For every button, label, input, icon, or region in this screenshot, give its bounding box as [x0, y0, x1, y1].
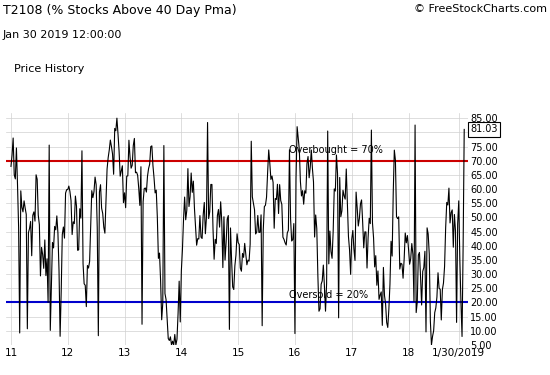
Text: Jan 30 2019 12:00:00: Jan 30 2019 12:00:00 — [3, 30, 122, 40]
Text: © FreeStockCharts.com: © FreeStockCharts.com — [414, 4, 547, 14]
Text: 81.03: 81.03 — [470, 124, 498, 134]
Text: Overbought = 70%: Overbought = 70% — [289, 145, 383, 155]
Text: Oversold = 20%: Oversold = 20% — [289, 290, 368, 300]
Text: Price History: Price History — [14, 64, 84, 74]
Text: T2108 (% Stocks Above 40 Day Pma): T2108 (% Stocks Above 40 Day Pma) — [3, 4, 236, 17]
